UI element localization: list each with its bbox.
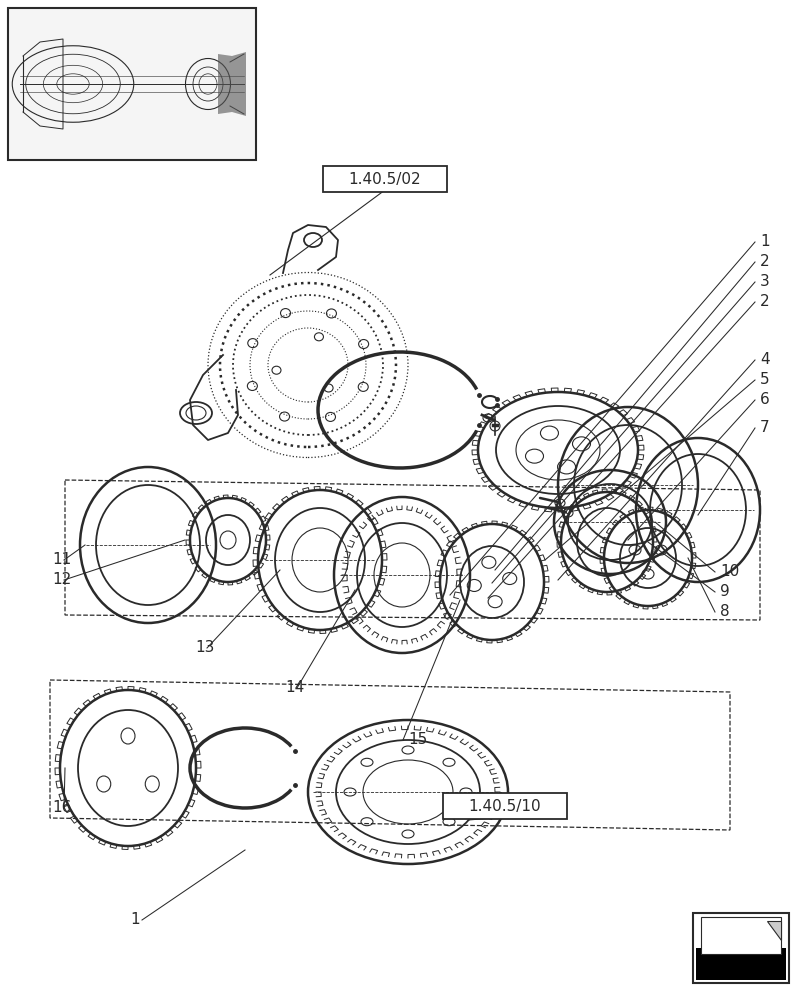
Text: 14: 14 — [285, 680, 304, 696]
Text: 6: 6 — [759, 392, 769, 408]
Bar — [700, 917, 780, 954]
Text: 7: 7 — [759, 420, 769, 436]
Text: 3: 3 — [759, 274, 769, 290]
Polygon shape — [702, 925, 742, 951]
FancyBboxPatch shape — [443, 793, 566, 819]
FancyBboxPatch shape — [323, 166, 446, 192]
Text: 13: 13 — [195, 640, 214, 656]
Bar — [692, 913, 788, 983]
Polygon shape — [217, 52, 246, 116]
Text: 4: 4 — [759, 353, 769, 367]
Text: 15: 15 — [407, 732, 427, 747]
Text: 5: 5 — [759, 372, 769, 387]
Text: 1: 1 — [130, 912, 139, 927]
Text: 12: 12 — [52, 572, 71, 587]
Bar — [695, 948, 785, 980]
Text: 16: 16 — [52, 800, 71, 815]
Text: 2: 2 — [759, 254, 769, 269]
Text: 1.40.5/10: 1.40.5/10 — [468, 798, 541, 813]
Bar — [8, 8, 255, 160]
Text: 2: 2 — [759, 294, 769, 310]
Text: 9: 9 — [719, 584, 729, 599]
Text: 1: 1 — [759, 234, 769, 249]
Text: 10: 10 — [719, 564, 738, 580]
Text: 1.40.5/02: 1.40.5/02 — [348, 172, 421, 187]
Polygon shape — [766, 921, 780, 940]
Text: 8: 8 — [719, 604, 729, 619]
Text: 11: 11 — [52, 552, 71, 568]
